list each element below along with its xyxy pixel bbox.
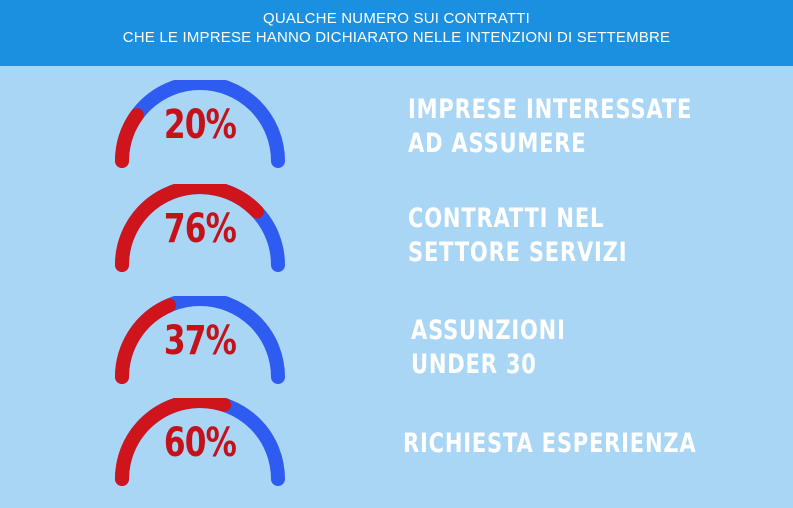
stat-label-3: ASSUNZIONI UNDER 30 <box>411 314 566 382</box>
gauge-fill-3 <box>115 298 177 384</box>
header-banner: QUALCHE NUMERO SUI CONTRATTI CHE LE IMPR… <box>0 0 793 66</box>
stat-row-3: 37% ASSUNZIONI UNDER 30 <box>0 296 793 406</box>
gauge-2: 76% <box>110 184 290 294</box>
stat-label-3-line2: UNDER 30 <box>411 349 537 380</box>
header-title-line2: CHE LE IMPRESE HANNO DICHIARATO NELLE IN… <box>122 29 671 46</box>
stat-label-2-line1: CONTRATTI NEL <box>408 203 605 234</box>
stat-row-1: 20% IMPRESE INTERESSATE AD ASSUMERE <box>0 80 793 190</box>
stat-label-2: CONTRATTI NEL SETTORE SERVIZI <box>408 202 627 270</box>
gauge-arc-1 <box>115 80 285 168</box>
gauge-1: 20% <box>110 80 290 190</box>
stat-label-1-line1: IMPRESE INTERESSATE <box>408 94 693 125</box>
stat-label-4: RICHIESTA ESPERIENZA <box>403 427 696 461</box>
gauge-fill-4 <box>115 398 232 486</box>
stat-label-3-line1: ASSUNZIONI <box>411 315 566 346</box>
percent-value-4: 60% <box>163 420 237 466</box>
gauge-fill-1 <box>115 108 144 168</box>
stat-label-2-line2: SETTORE SERVIZI <box>408 237 628 268</box>
gauge-3: 37% <box>110 296 290 406</box>
stat-row-2: 76% CONTRATTI NEL SETTORE SERVIZI <box>0 184 793 294</box>
gauge-arc-3 <box>115 296 285 384</box>
percent-value-1: 20% <box>163 102 237 148</box>
gauge-4: 60% <box>110 398 290 508</box>
gauge-arc-4 <box>115 398 285 486</box>
stat-label-1-line2: AD ASSUMERE <box>408 128 587 159</box>
gauge-fill-2 <box>115 184 264 272</box>
stat-label-1: IMPRESE INTERESSATE AD ASSUMERE <box>408 93 692 161</box>
stat-label-4-line1: RICHIESTA ESPERIENZA <box>403 428 697 459</box>
gauge-arc-2 <box>115 184 285 272</box>
stat-row-4: 60% RICHIESTA ESPERIENZA <box>0 398 793 508</box>
percent-value-2: 76% <box>163 206 237 252</box>
percent-value-3: 37% <box>163 318 237 364</box>
header-title-line1: QUALCHE NUMERO SUI CONTRATTI <box>262 10 530 27</box>
